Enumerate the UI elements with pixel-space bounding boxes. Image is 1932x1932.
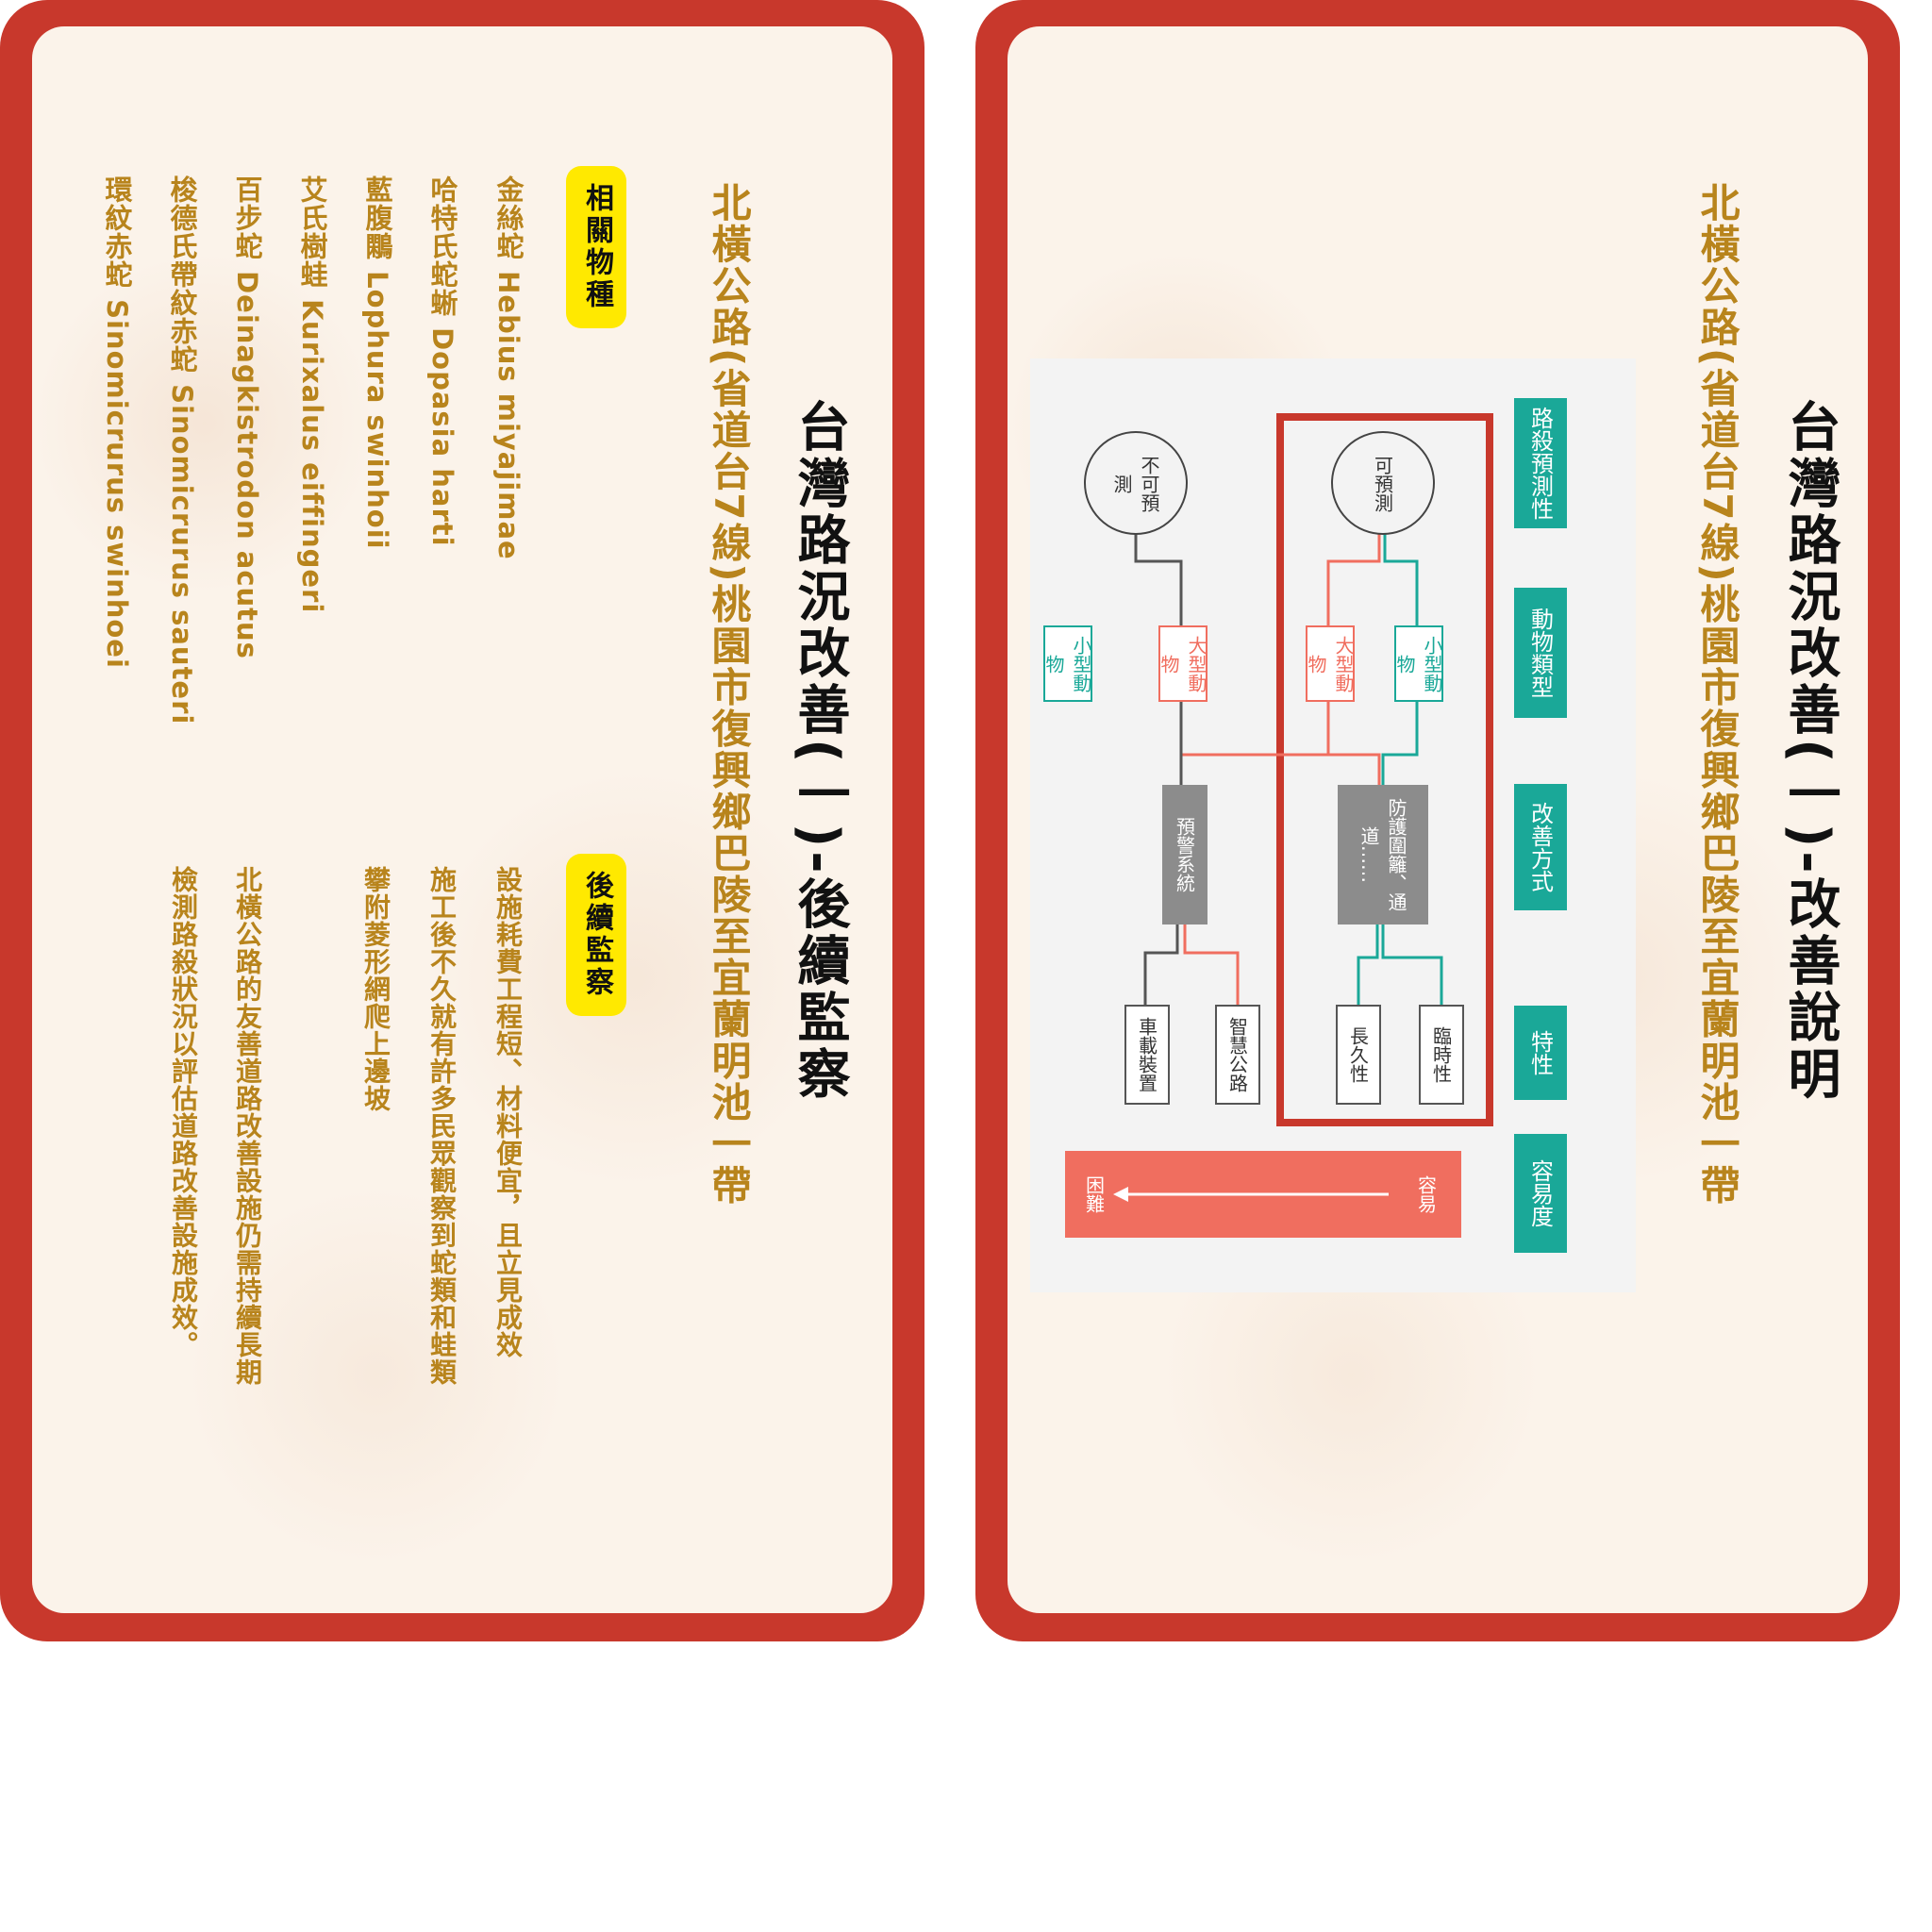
warning-box: 預警系統 — [1162, 785, 1208, 924]
species-item: 艾氏樹蛙 Kurixalus eiffingeri — [296, 175, 328, 614]
page-title: 台灣路況改善(一)-後續監察 — [789, 399, 850, 1104]
diagram-connectors — [1065, 413, 1493, 1238]
unpredictable-label: 不可預測 — [1110, 456, 1160, 512]
row-label-animal-type: 動物類型 — [1514, 588, 1567, 718]
monitor-line: 檢測路殺狀況以評估道路改善設施成效。 — [168, 866, 199, 1358]
improvement-diagram: 路殺預測性 動物類型 改善方式 特性 容易度 可預測 不可預測 小型動物 大型動… — [1030, 358, 1636, 1292]
row-label-ease: 容易度 — [1514, 1134, 1567, 1253]
card-follow-up-monitoring: 台灣路況改善(一)-後續監察 北橫公路(省道台7線)桃園市復興鄉巴陵至宜蘭明池一… — [0, 0, 924, 1641]
small-animal-box-unpredictable: 小型動物 — [1042, 625, 1092, 702]
species-tag: 相關物種 — [566, 166, 626, 328]
easy-label: 容易 — [1414, 1175, 1438, 1213]
species-item: 藍腹鷴 Lophura swinhoii — [361, 175, 393, 550]
temporary-box: 臨時性 — [1419, 1005, 1464, 1105]
large-animal-box-unpredictable: 大型動物 — [1158, 625, 1208, 702]
hard-label: 困難 — [1082, 1175, 1106, 1213]
species-item: 梭德氏帶紋赤蛇 Sinomicrurus sauteri — [166, 175, 198, 725]
predictable-label: 可預測 — [1371, 456, 1394, 512]
row-label-predictability: 路殺預測性 — [1514, 398, 1567, 528]
card-left-panel: 台灣路況改善(一)-後續監察 北橫公路(省道台7線)桃園市復興鄉巴陵至宜蘭明池一… — [32, 26, 892, 1613]
page-title: 台灣路況改善(一)-改善說明 — [1779, 399, 1840, 1104]
monitor-line: 北橫公路的友善道路改善設施仍需持續長期 — [232, 866, 263, 1386]
page-subtitle: 北橫公路(省道台7線)桃園市復興鄉巴陵至宜蘭明池一帶 — [1694, 182, 1740, 1207]
unpredictable-circle — [1084, 431, 1188, 535]
species-item: 百步蛇 Deinagkistrodon acutus — [231, 175, 263, 659]
row-label-property: 特性 — [1514, 1006, 1567, 1100]
species-item: 金絲蛇 Hebius miyajimae — [492, 175, 525, 560]
row-label-method: 改善方式 — [1514, 784, 1567, 910]
large-animal-box: 大型動物 — [1305, 625, 1355, 702]
species-item: 哈特氏蛇蜥 Dopasia harti — [426, 175, 458, 547]
smart-road-box: 智慧公路 — [1215, 1005, 1260, 1105]
page-subtitle: 北橫公路(省道台7線)桃園市復興鄉巴陵至宜蘭明池一帶 — [706, 182, 752, 1207]
small-animal-box: 小型動物 — [1393, 625, 1443, 702]
monitor-line: 施工後不久就有許多民眾觀察到蛇類和蛙類 — [426, 866, 458, 1386]
species-item: 環紋赤蛇 Sinomicrurus swinhoei — [101, 175, 133, 669]
permanent-box: 長久性 — [1336, 1005, 1381, 1105]
monitor-tag: 後續監察 — [566, 854, 626, 1016]
monitor-line: 設施耗費工程短、材料便宜，且立見成效 — [492, 866, 524, 1358]
vehicle-device-box: 車載裝置 — [1124, 1005, 1170, 1105]
fence-box: 防護圍籬、通道…… — [1338, 785, 1428, 924]
highlight-box — [1276, 413, 1493, 1126]
monitor-line: 攀附菱形網爬上邊坡 — [360, 866, 391, 1112]
predictable-circle — [1331, 431, 1435, 535]
